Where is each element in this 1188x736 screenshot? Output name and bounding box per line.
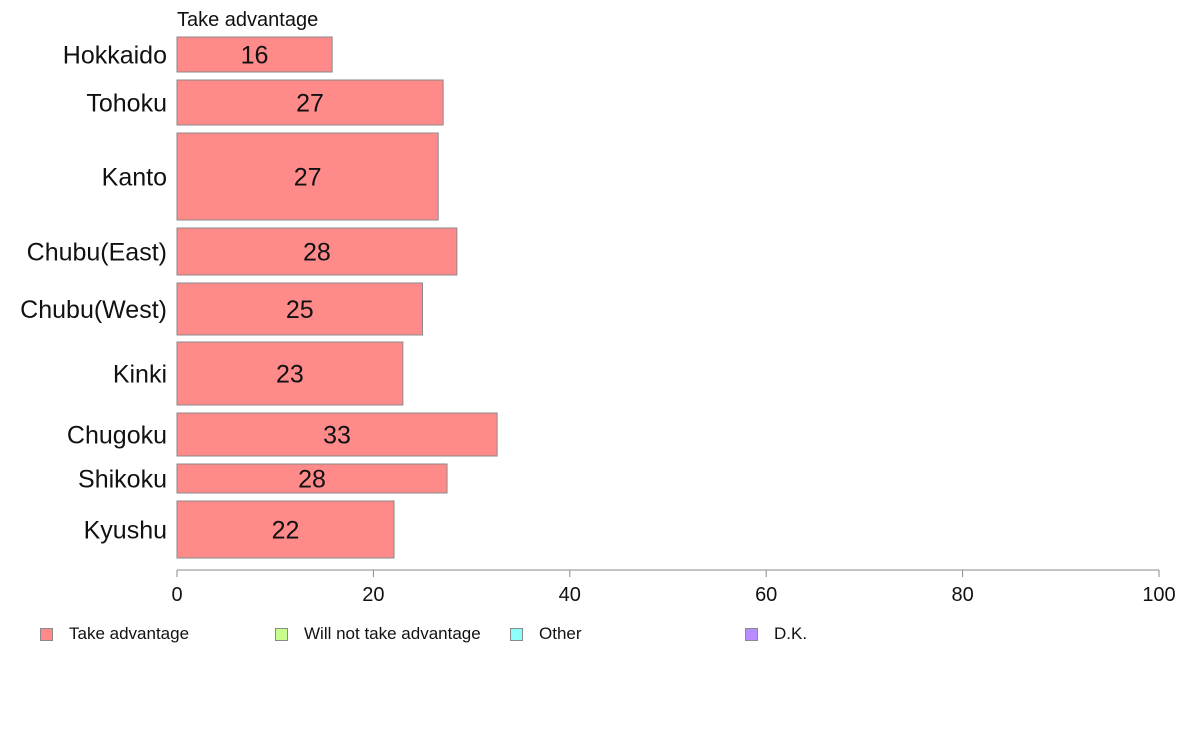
bar [176, 341, 404, 406]
x-tick-label: 80 [951, 584, 973, 606]
category-label: Hokkaido [63, 42, 167, 70]
bar [176, 282, 423, 336]
legend-swatch-other [510, 627, 523, 641]
panel-title: Take advantage [177, 9, 318, 31]
bar-value-label: 33 [323, 422, 351, 450]
bar-value-label: 25 [286, 296, 314, 324]
category-label: Chubu(West) [20, 296, 167, 324]
bar-value-label: 23 [276, 361, 304, 389]
category-label: Kyushu [84, 517, 167, 545]
bar-value-label: 22 [272, 517, 300, 545]
bar-value-label: 28 [303, 239, 331, 267]
bar [176, 463, 448, 494]
legend-item-other: Other [510, 624, 582, 644]
category-label: Chugoku [67, 422, 167, 450]
category-label: Kanto [102, 164, 167, 192]
legend-label: Other [539, 624, 582, 643]
bar [176, 412, 498, 457]
legend-swatch-dk [745, 627, 758, 641]
bar [176, 500, 395, 559]
legend-item-dk: D.K. [745, 624, 807, 644]
category-label: Chubu(East) [27, 239, 167, 267]
category-label: Shikoku [78, 466, 167, 494]
category-label: Kinki [113, 361, 167, 389]
bar [176, 227, 458, 276]
legend-swatch-take-advantage [40, 627, 53, 641]
bars-group: 16 Hokkaido 27 Tohoku 27 Kanto 28 Chubu(East) 25… [20, 36, 498, 559]
x-axis: 0 20 40 60 80 100 [171, 569, 1176, 606]
legend-label: D.K. [774, 624, 808, 643]
bar-value-label: 28 [298, 466, 326, 494]
bar [176, 36, 333, 73]
x-tick-label: 20 [362, 584, 384, 606]
legend-item-will-not-take-advantage: Will not take advantage [275, 624, 481, 644]
x-tick-label: 0 [171, 584, 182, 606]
bar [176, 132, 439, 221]
x-tick-label: 60 [755, 584, 777, 606]
bar [176, 79, 444, 126]
legend-swatch-will-not-take-advantage [275, 627, 288, 641]
x-tick-label: 100 [1142, 584, 1175, 606]
legend: Take advantage Will not take advantage O… [0, 624, 1188, 648]
legend-item-take-advantage: Take advantage [40, 624, 189, 644]
legend-label: Will not take advantage [304, 624, 481, 643]
bar-value-label: 27 [296, 90, 324, 118]
bar-value-label: 16 [241, 42, 269, 70]
bar-value-label: 27 [294, 164, 322, 192]
legend-label: Take advantage [69, 624, 190, 643]
x-tick-label: 40 [559, 584, 581, 606]
category-label: Tohoku [86, 90, 167, 118]
